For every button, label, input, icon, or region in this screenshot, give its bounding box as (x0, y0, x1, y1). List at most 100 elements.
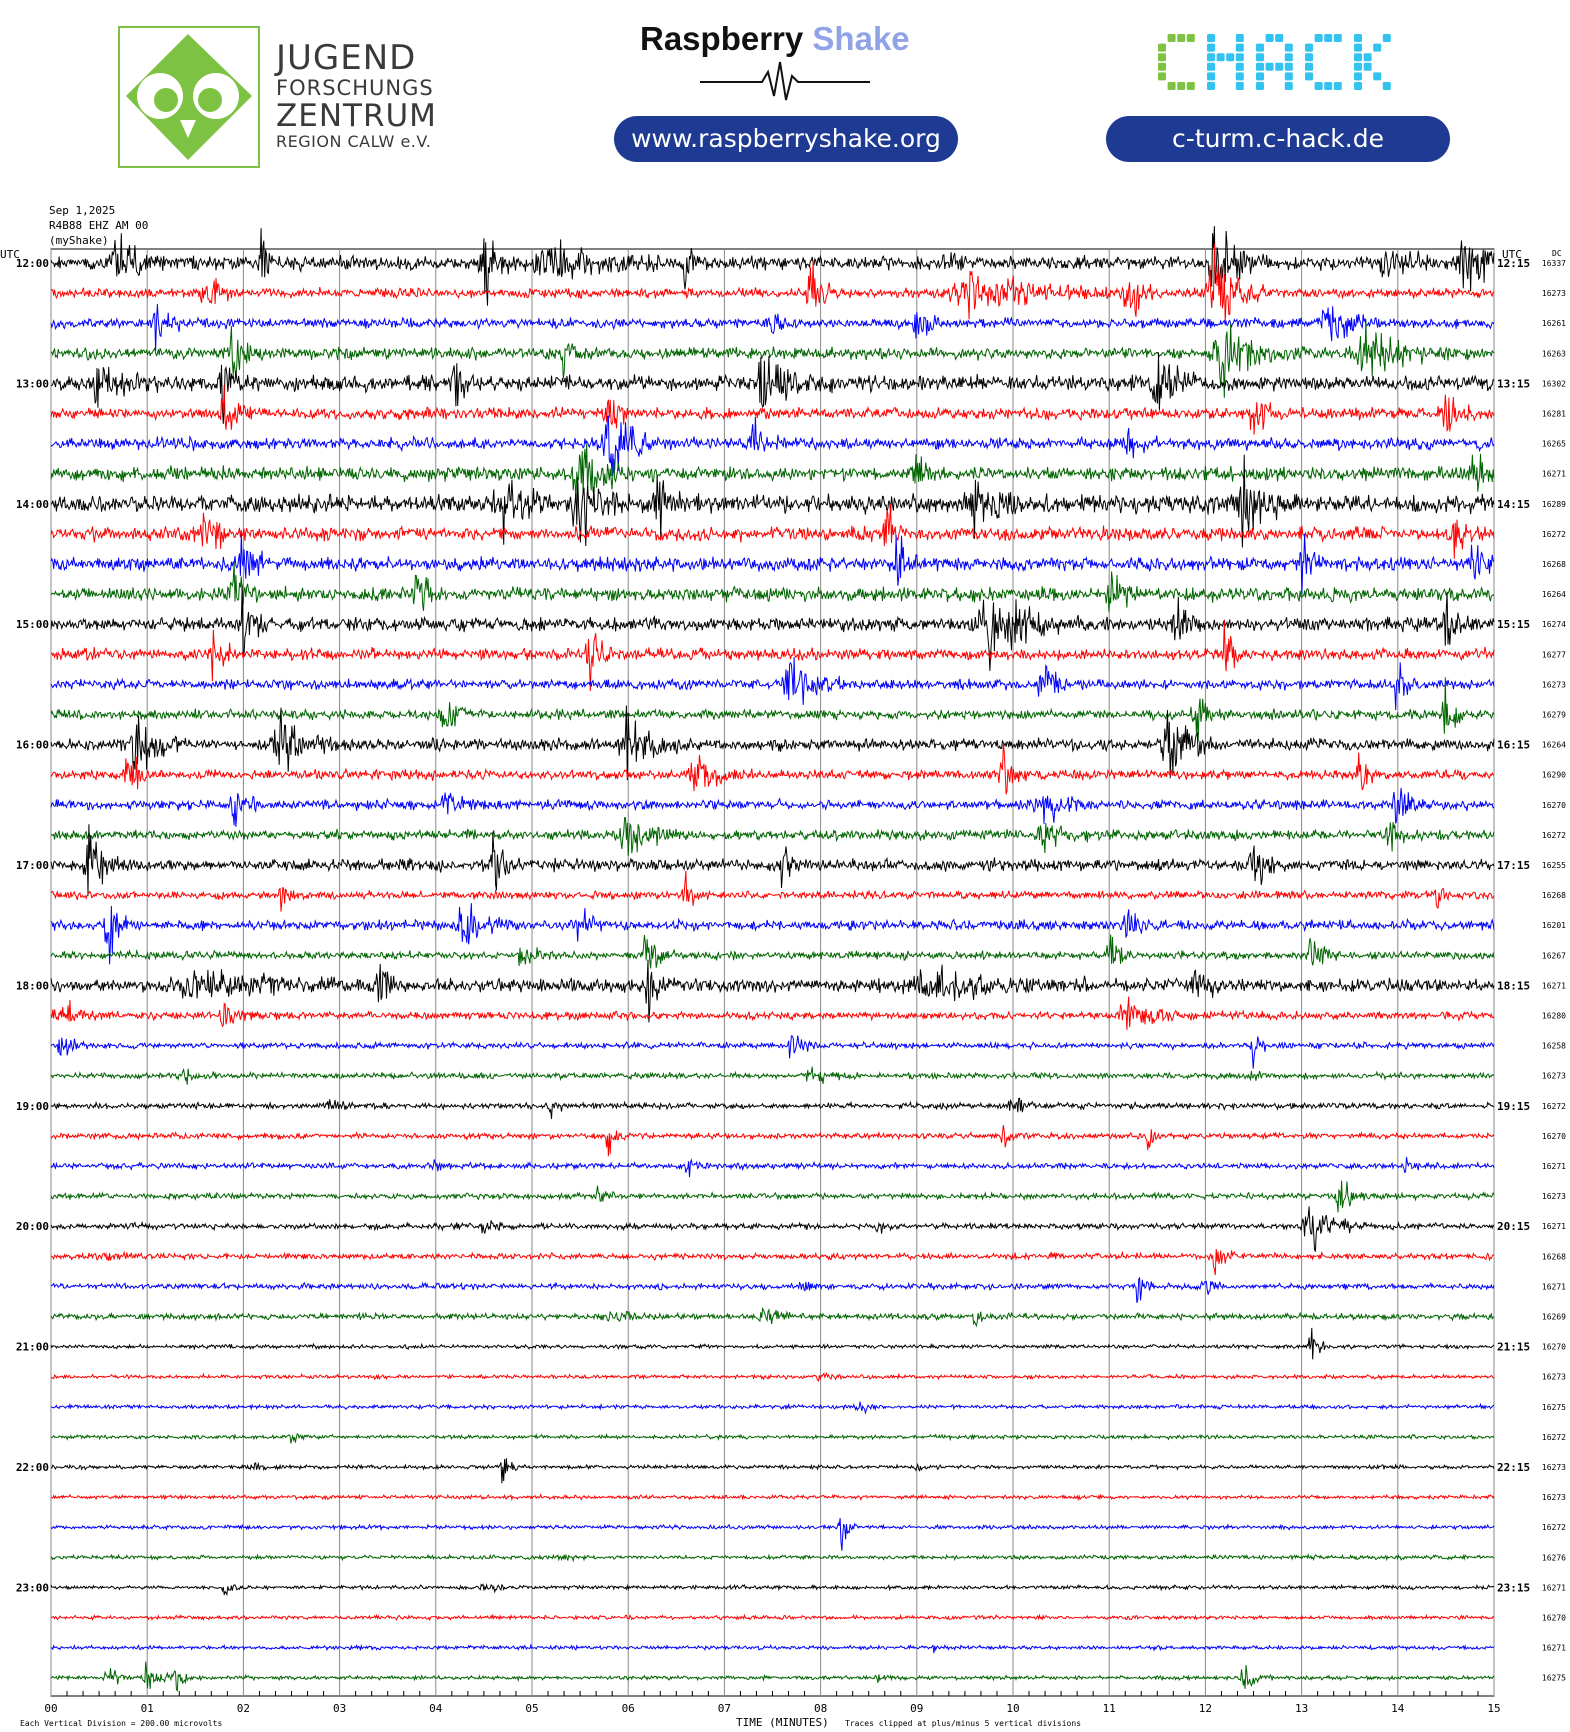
dc-value: 16271 (1542, 470, 1566, 479)
chack-logo-dot (1167, 34, 1176, 42)
chack-logo-dot (1177, 82, 1186, 90)
trace-row (50, 996, 1495, 1030)
chack-logo-dot (1305, 72, 1313, 81)
x-tick-label: 14 (1391, 1702, 1405, 1715)
x-tick-label: 09 (910, 1702, 923, 1715)
trace-row (50, 443, 1495, 502)
x-tick-label: 02 (237, 1702, 250, 1715)
trace-row (50, 454, 1495, 548)
trace-row (50, 903, 1495, 965)
chack-logo-dot (1265, 34, 1274, 42)
x-tick-label: 13 (1295, 1702, 1308, 1715)
chack-logo-dot (1256, 72, 1264, 81)
plot-grid (50, 248, 1495, 1697)
raspberryshake-url[interactable]: www.raspberryshake.org (614, 116, 958, 162)
dc-value: 16271 (1542, 1282, 1566, 1291)
chack-logo-dot (1363, 53, 1372, 62)
seismic-traces (50, 226, 1495, 1692)
trace-row (50, 319, 1495, 398)
hour-label-left: 22:00 (16, 1461, 49, 1474)
hour-label-left: 18:00 (16, 979, 49, 992)
seismic-wave-icon (700, 61, 870, 101)
x-tick-label: 05 (525, 1702, 538, 1715)
hour-label-right: 20:15 (1497, 1220, 1530, 1233)
dc-value: 16280 (1542, 1012, 1566, 1021)
chack-logo-dot (1324, 82, 1333, 90)
trace-row (50, 384, 1495, 435)
hour-label-right: 22:15 (1497, 1461, 1530, 1474)
chack-logo-dot (1354, 72, 1362, 81)
trace-row (50, 1035, 1495, 1069)
dc-value: 16273 (1542, 1192, 1566, 1201)
dc-value: 16271 (1542, 1162, 1566, 1171)
trace-row (50, 656, 1495, 711)
x-tick-label: 10 (1006, 1702, 1019, 1715)
dc-value: 16337 (1542, 259, 1566, 268)
plot-frame (50, 248, 1495, 1697)
x-tick-label: 15 (1487, 1702, 1500, 1715)
hour-label-right: 21:15 (1497, 1341, 1530, 1354)
hour-label-left: 21:00 (16, 1341, 49, 1354)
dc-value: 16273 (1542, 680, 1566, 689)
hour-label-right: 12:15 (1497, 257, 1530, 270)
dc-value: 16277 (1542, 650, 1566, 659)
chack-logo-dot (1284, 53, 1293, 62)
chack-logo-dot (1226, 53, 1235, 62)
dc-value: 16270 (1542, 801, 1566, 810)
x-tick-label: 11 (1103, 1702, 1116, 1715)
station-channel: R4B88 EHZ AM 00 (49, 219, 148, 232)
trace-row (50, 677, 1495, 742)
chack-logo-dot (1207, 53, 1215, 62)
trace-row (50, 1613, 1495, 1622)
trace-row (50, 304, 1495, 352)
chack-url[interactable]: c-turm.c-hack.de (1106, 116, 1450, 162)
trace-row (50, 533, 1495, 595)
chack-logo-dot (1207, 72, 1215, 81)
dc-value: 16275 (1542, 1674, 1566, 1683)
dc-value: 16269 (1542, 1313, 1566, 1322)
x-tick-label: 07 (718, 1702, 731, 1715)
chack-logo-dot (1354, 34, 1362, 42)
dc-value: 16290 (1542, 771, 1566, 780)
dc-value: 16264 (1542, 741, 1566, 750)
chack-logo-dot (1235, 34, 1244, 42)
trace-row (50, 1306, 1495, 1328)
trace-row (50, 1371, 1495, 1382)
chack-logo-dot (1305, 43, 1313, 52)
x-tick-label: 08 (814, 1702, 827, 1715)
trace-row (50, 1432, 1495, 1444)
chack-logo-dot (1275, 62, 1284, 71)
chack-logo-dot (1284, 62, 1293, 71)
chack-logo-dot (1158, 62, 1166, 71)
trace-row (50, 1097, 1495, 1120)
dc-value: 16263 (1542, 349, 1566, 358)
hour-label-left: 15:00 (16, 618, 49, 631)
trace-row (50, 1066, 1495, 1085)
hour-label-right: 19:15 (1497, 1100, 1530, 1113)
trace-row (50, 1248, 1495, 1276)
chack-logo-dot (1333, 82, 1342, 90)
trace-row (50, 1125, 1495, 1157)
dc-value: 16273 (1542, 1072, 1566, 1081)
trace-row (51, 1458, 1495, 1484)
jfz-line-2: FORSCHUNGS (276, 76, 434, 100)
hour-label-right: 15:15 (1497, 618, 1530, 631)
trace-row (50, 243, 1494, 324)
chack-logo-dot (1235, 72, 1244, 81)
trace-row (50, 1517, 1495, 1551)
trace-row (50, 934, 1495, 969)
chack-logo-dot (1363, 62, 1372, 71)
trace-row (50, 415, 1495, 476)
chack-logo-dot (1186, 82, 1195, 90)
chack-logo (1158, 34, 1391, 90)
dc-value: 16270 (1542, 1614, 1566, 1623)
hour-label-left: 14:00 (16, 498, 49, 511)
trace-row (50, 504, 1495, 559)
hour-label-left: 19:00 (16, 1100, 49, 1113)
jfz-line-1: JUGEND (276, 38, 417, 78)
x-tick-label: 03 (333, 1702, 346, 1715)
dc-value: 16272 (1542, 1523, 1566, 1532)
jfz-owl-logo (118, 26, 260, 168)
hour-label-left: 16:00 (16, 739, 49, 752)
trace-row (50, 352, 1495, 424)
